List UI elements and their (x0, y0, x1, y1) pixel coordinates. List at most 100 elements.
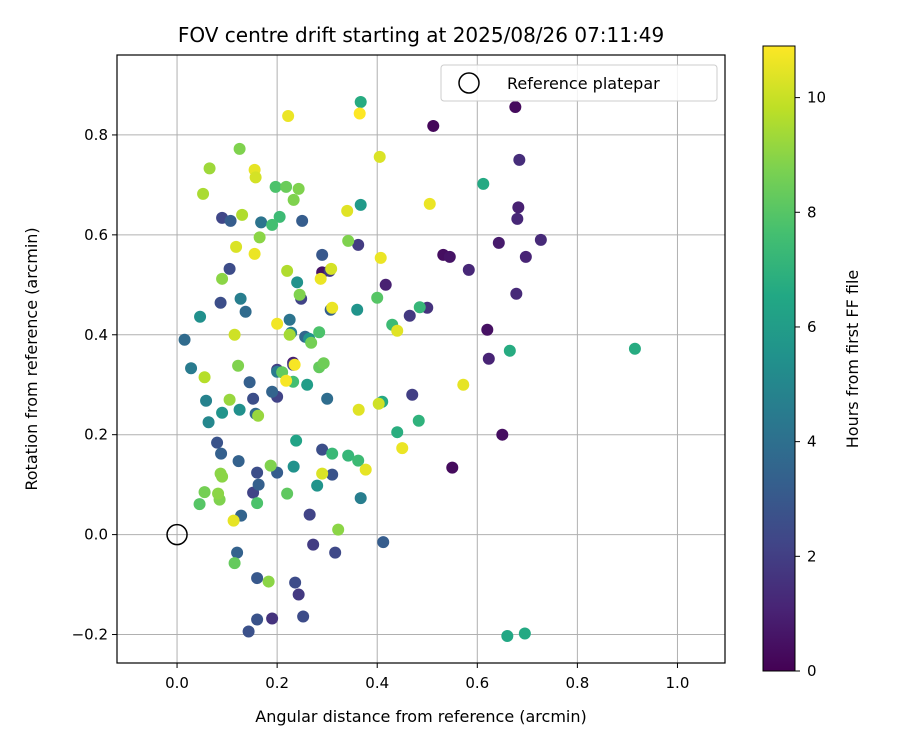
scatter-point (202, 416, 215, 429)
scatter-point (234, 292, 247, 305)
scatter-point (297, 610, 310, 623)
scatter-point (280, 180, 293, 193)
scatter-point (262, 575, 275, 588)
scatter-point (359, 463, 372, 476)
scatter-point (281, 264, 294, 277)
scatter-point (317, 357, 330, 370)
scatter-point (503, 344, 516, 357)
scatter-point (198, 486, 211, 499)
scatter-point (292, 588, 305, 601)
scatter-point (321, 392, 334, 405)
scatter-point (271, 317, 284, 330)
scatter-point (178, 333, 191, 346)
y-tick-label: 0.0 (84, 526, 108, 544)
colorbar-label: Hours from first FF file (843, 270, 862, 449)
scatter-point (224, 214, 237, 227)
scatter-point (282, 109, 295, 122)
scatter-point (200, 394, 213, 407)
x-tick-label: 0.6 (465, 674, 489, 692)
scatter-point (313, 326, 326, 339)
scatter-point (266, 385, 279, 398)
scatter-point (342, 234, 355, 247)
scatter-point (351, 303, 364, 316)
scatter-point (216, 470, 229, 483)
y-tick-label: 0.8 (84, 126, 108, 144)
scatter-point (325, 262, 338, 275)
x-tick-label: 0.8 (565, 674, 589, 692)
x-tick-label: 1.0 (666, 674, 690, 692)
legend: Reference platepar (440, 64, 718, 102)
scatter-point (233, 403, 246, 416)
scatter-point (512, 201, 525, 214)
scatter-point (280, 374, 293, 387)
scatter-point (307, 538, 320, 551)
colorbar-tick-label: 10 (807, 89, 826, 107)
scatter-point (283, 328, 296, 341)
scatter-point (379, 278, 392, 291)
scatter-point (352, 238, 365, 251)
scatter-point (519, 250, 532, 263)
scatter-point (251, 497, 264, 510)
scatter-point (227, 514, 240, 527)
scatter-point (269, 180, 282, 193)
scatter-point (303, 508, 316, 521)
scatter-point (518, 627, 531, 640)
y-tick-label: 0.6 (84, 226, 108, 244)
colorbar-tick-label: 0 (807, 662, 817, 680)
scatter-point (247, 392, 260, 405)
x-tick-label: 0.0 (165, 674, 189, 692)
scatter-point (273, 210, 286, 223)
scatter-point (352, 454, 365, 467)
scatter-point (391, 324, 404, 337)
scatter-point (342, 449, 355, 462)
colorbar-tick-label: 6 (807, 318, 817, 336)
scatter-point (326, 301, 339, 314)
scatter-point (194, 310, 207, 323)
plot-frame (116, 54, 726, 664)
scatter-point (316, 443, 329, 456)
scatter-point (492, 236, 505, 249)
scatter-point (223, 262, 236, 275)
scatter-point (406, 388, 419, 401)
scatter-point (287, 460, 300, 473)
scatter-point (248, 247, 261, 260)
scatter-point (266, 612, 279, 625)
grid-lines (117, 55, 725, 663)
scatter-point (288, 358, 301, 371)
colorbar-tick-label: 8 (807, 203, 817, 221)
y-axis-label: Rotation from reference (arcmin) (22, 227, 41, 490)
scatter-point (305, 336, 318, 349)
scatter-point (232, 359, 245, 372)
scatter-point (511, 212, 524, 225)
scatter-point (341, 204, 354, 217)
scatter-point (293, 288, 306, 301)
scatter-point (212, 487, 225, 500)
scatter-point (457, 378, 470, 391)
scatter-point (403, 309, 416, 322)
scatter-point (481, 323, 494, 336)
y-tick-label: 0.2 (84, 426, 108, 444)
scatter-point (243, 376, 256, 389)
scatter-point (496, 428, 509, 441)
x-tick-label: 0.2 (265, 674, 289, 692)
scatter-point (373, 150, 386, 163)
scatter-point (249, 171, 262, 184)
scatter-point (251, 613, 264, 626)
scatter-point (326, 447, 339, 460)
legend-marker-icon (458, 72, 480, 94)
scatter-point (255, 216, 268, 229)
legend-box (440, 64, 718, 102)
scatter-point (326, 468, 339, 481)
scatter-point (352, 403, 365, 416)
scatter-point (253, 231, 266, 244)
scatter-point (296, 214, 309, 227)
scatter-point (289, 576, 302, 589)
scatter-point (197, 187, 210, 200)
scatter-point (291, 276, 304, 289)
scatter-point (354, 492, 367, 505)
scatter-point (462, 263, 475, 276)
scatter-point (513, 153, 526, 166)
scatter-point (501, 630, 514, 643)
scatter-point (354, 95, 367, 108)
colorbar-ticks: 0 2 4 6 8 10 (795, 89, 826, 680)
